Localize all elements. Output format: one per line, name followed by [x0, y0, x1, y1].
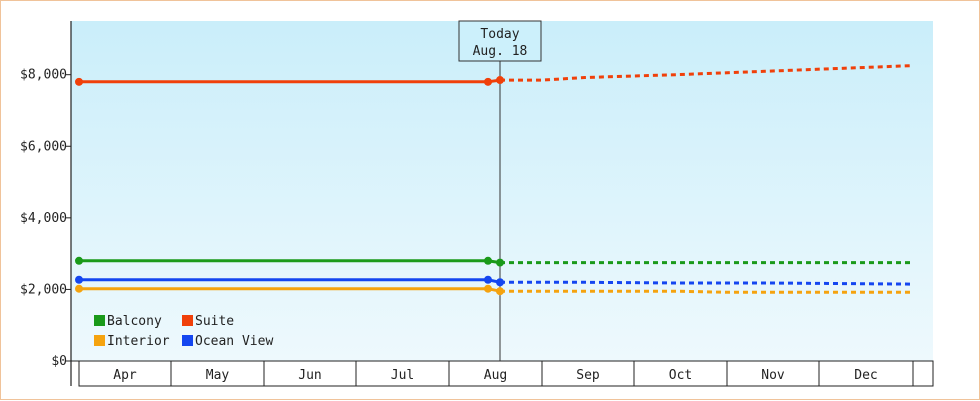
- legend-label-interior: Interior: [107, 334, 170, 349]
- legend: Balcony Suite Interior Ocean View: [94, 314, 273, 349]
- x-axis: Apr May Jun Jul Aug Sep Oct Nov Dec: [71, 360, 934, 387]
- month-label: Aug: [484, 368, 507, 383]
- today-box: [458, 20, 542, 62]
- legend-swatch-interior: [94, 335, 105, 346]
- month-label: Sep: [576, 368, 600, 383]
- y-tick-label: $2,000: [20, 282, 67, 297]
- legend-swatch-balcony: [94, 315, 105, 326]
- month-label: Nov: [761, 368, 785, 383]
- legend-label-suite: Suite: [195, 314, 234, 329]
- today-date: Aug. 18: [473, 44, 528, 59]
- plot-area: [71, 21, 933, 361]
- series-interior-point: [484, 284, 492, 293]
- y-tick-label: $4,000: [20, 211, 67, 226]
- series-ocean-view-point: [484, 275, 492, 284]
- month-label: May: [206, 368, 230, 383]
- series-interior-point: [496, 287, 504, 296]
- series-interior-forecast: [500, 289, 910, 294]
- y-tick-label: $8,000: [20, 68, 67, 83]
- series-interior-point: [75, 284, 83, 293]
- today-label: Today: [480, 27, 519, 42]
- series-balcony-point: [75, 256, 83, 265]
- month-label: Oct: [669, 368, 692, 383]
- y-tick-label: $6,000: [20, 139, 67, 154]
- legend-swatch-ocean-view: [182, 335, 193, 346]
- today-marker: Today Aug. 18: [458, 20, 542, 361]
- series-balcony-point: [496, 258, 504, 267]
- series-suite-history: [79, 78, 501, 84]
- month-label: Jun: [298, 368, 321, 383]
- series-layer: [75, 64, 911, 296]
- month-label: Jul: [391, 368, 414, 383]
- legend-label-ocean-view: Ocean View: [195, 334, 273, 349]
- y-axis: $0 $2,000 $4,000 $6,000 $8,000: [20, 21, 72, 386]
- y-tick-label: $0: [51, 354, 67, 369]
- series-ocean-view-forecast: [500, 280, 911, 286]
- series-suite-point: [496, 76, 504, 85]
- series-suite-point: [484, 77, 492, 86]
- month-label: Dec: [854, 368, 877, 383]
- series-ocean-view-point: [75, 275, 83, 284]
- month-label: Apr: [113, 368, 137, 383]
- series-ocean-view-point: [496, 278, 504, 287]
- series-balcony-point: [484, 256, 492, 265]
- series-suite-forecast: [500, 64, 911, 82]
- legend-label-balcony: Balcony: [107, 314, 162, 329]
- legend-swatch-suite: [182, 315, 193, 326]
- series-suite-point: [75, 77, 83, 86]
